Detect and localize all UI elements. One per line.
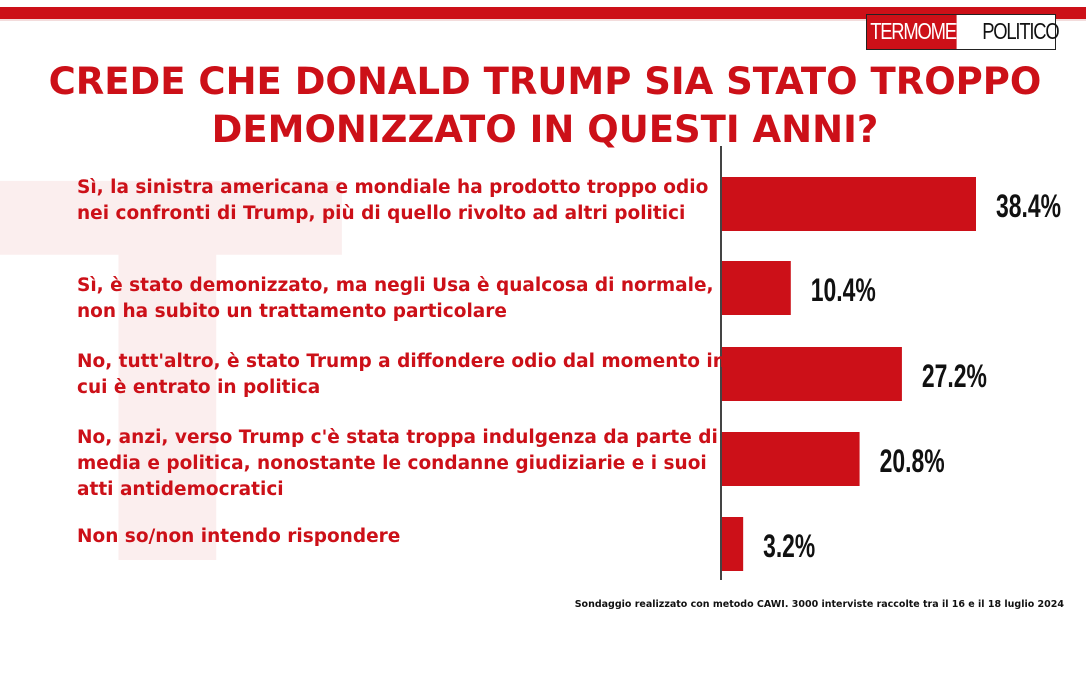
logo-part-politico: POLITICO bbox=[979, 15, 1060, 49]
bar-2 bbox=[722, 261, 791, 315]
bar-value-label-5: 3.2% bbox=[763, 528, 815, 564]
bar-value-label-3: 27.2% bbox=[922, 358, 987, 394]
top-accent-bar bbox=[0, 7, 1086, 19]
chart-title-line-2: DEMONIZZATO IN QUESTI ANNI? bbox=[211, 108, 879, 151]
termometro-politico-logo: TERMOMETRO POLITICO bbox=[866, 14, 1060, 50]
logo-part-termometro: TERMOMETRO bbox=[867, 15, 992, 49]
category-label-5: Non so/non intendo rispondere bbox=[77, 526, 401, 547]
bar-3 bbox=[722, 347, 902, 401]
category-label-4: No, anzi, verso Trump c'è stata troppa i… bbox=[77, 427, 718, 500]
category-axis-line bbox=[720, 146, 722, 580]
bar-5 bbox=[722, 517, 744, 571]
category-label-1: Sì, la sinistra americana e mondiale ha … bbox=[77, 177, 709, 224]
category-label-3: No, tutt'altro, è stato Trump a diffonde… bbox=[77, 351, 726, 398]
bar-value-label-1: 38.4% bbox=[996, 188, 1061, 224]
chart-title-line-1: CREDE CHE DONALD TRUMP SIA STATO TROPPO bbox=[48, 60, 1042, 103]
bar-value-label-4: 20.8% bbox=[880, 443, 945, 479]
bar-chart: 38.4% 10.4% 27.2% 20.8% 3.2% bbox=[722, 177, 1061, 571]
chart-title: CREDE CHE DONALD TRUMP SIA STATO TROPPO … bbox=[20, 58, 1070, 154]
top-accent-line bbox=[0, 19, 1086, 21]
bar-1 bbox=[722, 177, 976, 231]
bar-value-label-2: 10.4% bbox=[811, 272, 876, 308]
bar-4 bbox=[722, 432, 860, 486]
survey-footnote: Sondaggio realizzato con metodo CAWI. 30… bbox=[574, 599, 1064, 610]
category-label-2: Sì, è stato demonizzato, ma negli Usa è … bbox=[77, 275, 714, 322]
